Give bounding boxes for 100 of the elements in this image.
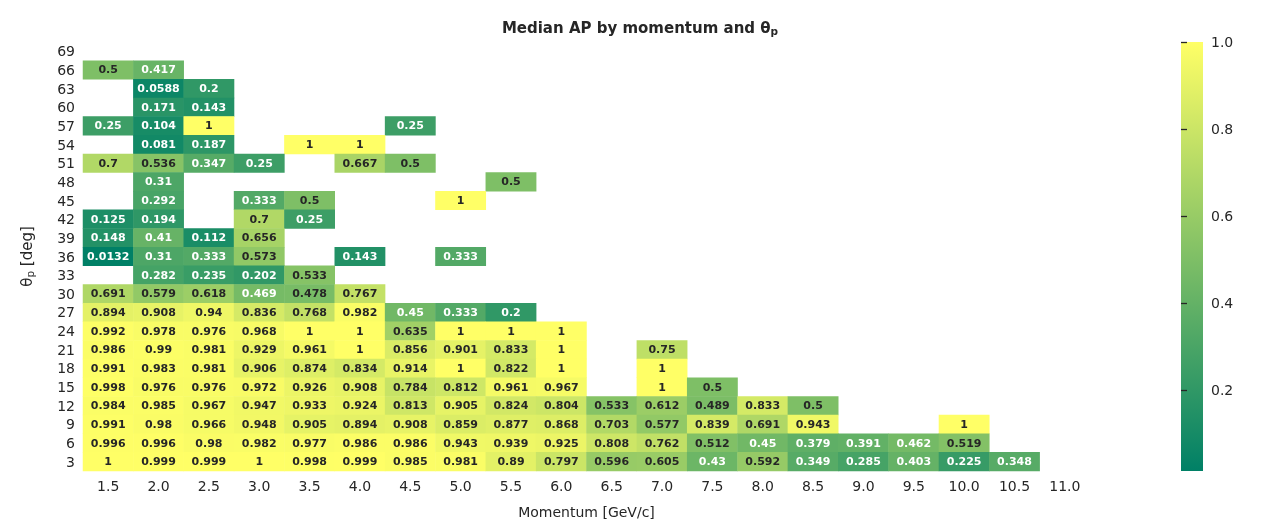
data-label: 0.98 (144, 417, 173, 431)
data-label: 0.808 (594, 436, 630, 450)
y-tick-label: 57 (57, 117, 75, 134)
data-label: 0.996 (90, 436, 126, 450)
data-label: 1 (456, 194, 465, 208)
y-tick-label: 69 (57, 43, 75, 60)
x-tick-label: 8.5 (801, 478, 825, 494)
data-label: 0.996 (141, 436, 177, 450)
data-label: 0.285 (846, 455, 881, 469)
y-tick-label: 21 (57, 341, 75, 358)
data-label: 0.592 (745, 455, 781, 469)
data-label: 1 (255, 455, 264, 469)
data-label: 1 (658, 380, 666, 394)
data-label: 0.804 (543, 399, 580, 413)
data-label: 0.171 (141, 100, 176, 114)
data-label: 0.939 (493, 436, 529, 450)
y-tick-label: 63 (57, 80, 75, 97)
data-label: 0.391 (846, 436, 881, 450)
data-label: 0.967 (191, 399, 227, 413)
data-label: 1 (356, 343, 364, 357)
data-label: 0.812 (443, 380, 479, 394)
y-tick-label: 3 (66, 453, 75, 470)
data-label: 0.618 (191, 287, 227, 301)
data-label: 0.983 (141, 361, 176, 375)
x-tick-label: 11.0 (1049, 478, 1081, 494)
data-label: 0.5 (501, 175, 521, 189)
data-label: 0.469 (241, 287, 277, 301)
x-tick-label: 7.0 (650, 478, 674, 494)
data-label: 0.75 (648, 343, 676, 357)
x-tick-label: 9.5 (902, 478, 925, 494)
x-tick-label: 4.0 (348, 478, 372, 494)
data-label: 1 (456, 324, 465, 338)
data-label: 0.836 (241, 305, 277, 319)
data-label: 0.292 (141, 194, 176, 208)
data-label: 0.905 (292, 417, 327, 431)
data-label: 0.833 (493, 343, 529, 357)
data-label: 0.961 (493, 380, 529, 394)
data-label: 0.577 (644, 417, 680, 431)
x-tick-label: 6.0 (550, 478, 573, 494)
data-label: 1 (356, 324, 364, 338)
data-label: 0.966 (191, 417, 227, 431)
data-label: 0.982 (241, 436, 277, 450)
data-label: 1 (557, 361, 566, 375)
data-label: 0.977 (292, 436, 327, 450)
data-label: 0.859 (443, 417, 479, 431)
data-label: 1 (960, 417, 968, 431)
data-label: 0.0588 (137, 82, 180, 96)
data-label: 0.925 (543, 436, 579, 450)
data-label: 0.202 (241, 268, 277, 282)
data-label: 0.762 (644, 436, 680, 450)
y-tick-label: 54 (57, 136, 76, 153)
y-tick-label: 24 (57, 323, 76, 340)
x-tick-label: 8.0 (751, 478, 774, 494)
data-label: 0.2 (199, 82, 219, 96)
x-tick-label: 3.5 (298, 478, 321, 494)
y-tick-label: 9 (66, 416, 75, 433)
y-tick-label: 6 (66, 435, 76, 452)
data-label: 0.235 (191, 268, 227, 282)
data-label: 0.45 (749, 436, 777, 450)
data-label: 0.2 (501, 305, 521, 319)
data-label: 0.104 (141, 119, 177, 133)
data-label: 0.943 (443, 436, 479, 450)
y-tick-label: 45 (57, 192, 75, 209)
data-label: 0.797 (543, 455, 579, 469)
data-label: 0.333 (443, 305, 479, 319)
data-label: 0.906 (241, 361, 277, 375)
data-label: 0.703 (594, 417, 630, 431)
data-label: 0.7 (98, 156, 118, 170)
data-label: 0.691 (745, 417, 781, 431)
data-label: 0.905 (443, 399, 479, 413)
data-label: 0.347 (191, 156, 227, 170)
data-label: 0.933 (292, 399, 327, 413)
x-tick-label: 2.0 (147, 478, 170, 494)
data-label: 0.99 (144, 343, 173, 357)
data-label: 0.929 (241, 343, 277, 357)
data-label: 0.961 (292, 343, 327, 357)
data-label: 0.894 (342, 417, 378, 431)
data-label: 1 (557, 324, 566, 338)
data-label: 0.333 (191, 250, 227, 263)
data-label: 0.991 (90, 417, 126, 431)
data-label: 0.982 (342, 305, 378, 319)
data-label: 0.573 (241, 250, 277, 263)
y-tick-label: 36 (57, 248, 76, 265)
data-label: 0.667 (342, 156, 378, 170)
x-axis-title: Momentum [GeV/c] (518, 504, 655, 520)
data-label: 0.403 (896, 455, 932, 469)
data-label: 0.489 (694, 399, 730, 413)
data-label: 0.462 (896, 436, 932, 450)
data-label: 0.148 (90, 231, 126, 245)
data-label: 0.834 (342, 361, 378, 375)
data-label: 0.839 (694, 417, 730, 431)
data-label: 0.824 (493, 399, 529, 413)
data-label: 0.512 (694, 436, 730, 450)
data-label: 0.998 (90, 380, 126, 394)
data-label: 0.976 (141, 380, 177, 394)
data-label: 0.596 (594, 455, 630, 469)
data-label: 0.081 (141, 138, 176, 152)
data-label: 0.981 (443, 455, 479, 469)
data-label: 0.143 (342, 250, 378, 263)
data-label: 0.999 (191, 455, 227, 469)
